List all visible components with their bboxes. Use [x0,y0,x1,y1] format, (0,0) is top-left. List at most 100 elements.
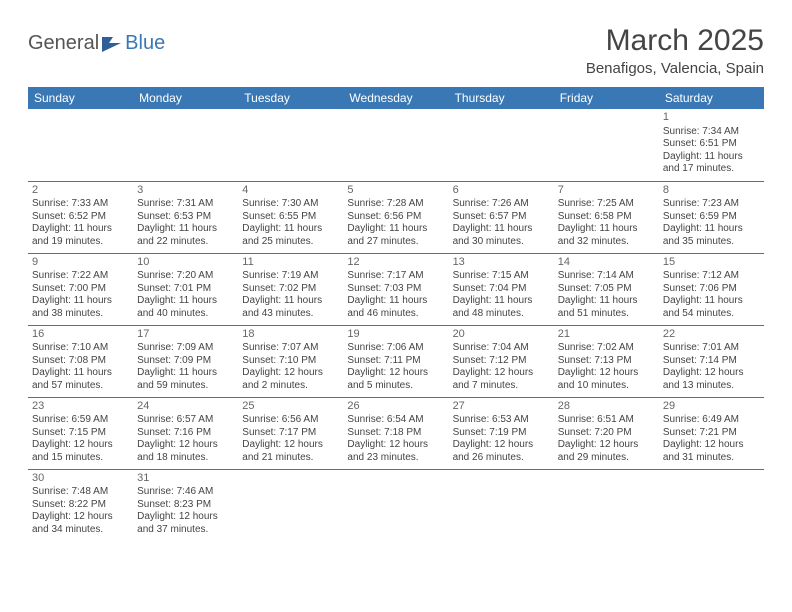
empty-cell [554,469,659,541]
day-cell: 27Sunrise: 6:53 AMSunset: 7:19 PMDayligh… [449,397,554,469]
logo-text-general: General [28,32,99,55]
day-number: 8 [663,184,760,198]
day-cell: 2Sunrise: 7:33 AMSunset: 6:52 PMDaylight… [28,181,133,253]
weekday-header: Tuesday [238,87,343,109]
daylight-text: and 18 minutes. [137,452,234,465]
sunrise-text: Sunrise: 7:20 AM [137,270,234,283]
daylight-text: Daylight: 11 hours [32,295,129,308]
day-number: 31 [137,472,234,486]
sunrise-text: Sunrise: 6:49 AM [663,414,760,427]
weekday-header: Monday [133,87,238,109]
day-cell: 18Sunrise: 7:07 AMSunset: 7:10 PMDayligh… [238,325,343,397]
daylight-text: and 54 minutes. [663,308,760,321]
calendar-row: 9Sunrise: 7:22 AMSunset: 7:00 PMDaylight… [28,253,764,325]
daylight-text: and 31 minutes. [663,452,760,465]
sunset-text: Sunset: 6:55 PM [242,211,339,224]
day-number: 6 [453,184,550,198]
title-block: March 2025 Benafigos, Valencia, Spain [586,24,764,77]
sunset-text: Sunset: 7:21 PM [663,427,760,440]
sunset-text: Sunset: 7:05 PM [558,283,655,296]
day-cell: 19Sunrise: 7:06 AMSunset: 7:11 PMDayligh… [343,325,448,397]
sunrise-text: Sunrise: 7:12 AM [663,270,760,283]
daylight-text: Daylight: 11 hours [558,295,655,308]
sunset-text: Sunset: 7:02 PM [242,283,339,296]
sunset-text: Sunset: 7:09 PM [137,355,234,368]
day-number: 29 [663,400,760,414]
sunset-text: Sunset: 7:11 PM [347,355,444,368]
sunrise-text: Sunrise: 6:54 AM [347,414,444,427]
daylight-text: Daylight: 11 hours [453,295,550,308]
day-number: 22 [663,328,760,342]
sunrise-text: Sunrise: 6:51 AM [558,414,655,427]
day-cell: 26Sunrise: 6:54 AMSunset: 7:18 PMDayligh… [343,397,448,469]
sunset-text: Sunset: 7:10 PM [242,355,339,368]
sunset-text: Sunset: 7:13 PM [558,355,655,368]
sunrise-text: Sunrise: 7:31 AM [137,198,234,211]
day-cell: 15Sunrise: 7:12 AMSunset: 7:06 PMDayligh… [659,253,764,325]
daylight-text: Daylight: 12 hours [242,439,339,452]
day-cell: 1Sunrise: 7:34 AMSunset: 6:51 PMDaylight… [659,109,764,181]
day-cell: 6Sunrise: 7:26 AMSunset: 6:57 PMDaylight… [449,181,554,253]
daylight-text: and 5 minutes. [347,380,444,393]
sunset-text: Sunset: 6:58 PM [558,211,655,224]
sunrise-text: Sunrise: 7:09 AM [137,342,234,355]
daylight-text: and 51 minutes. [558,308,655,321]
daylight-text: and 19 minutes. [32,236,129,249]
sunrise-text: Sunrise: 7:06 AM [347,342,444,355]
daylight-text: and 17 minutes. [663,163,760,176]
sunset-text: Sunset: 7:16 PM [137,427,234,440]
daylight-text: and 22 minutes. [137,236,234,249]
day-number: 10 [137,256,234,270]
sunset-text: Sunset: 7:15 PM [32,427,129,440]
day-cell: 20Sunrise: 7:04 AMSunset: 7:12 PMDayligh… [449,325,554,397]
empty-cell [554,109,659,181]
daylight-text: Daylight: 11 hours [137,295,234,308]
sunrise-text: Sunrise: 7:15 AM [453,270,550,283]
sunset-text: Sunset: 6:56 PM [347,211,444,224]
daylight-text: Daylight: 12 hours [453,439,550,452]
sunrise-text: Sunrise: 7:17 AM [347,270,444,283]
sunrise-text: Sunrise: 6:59 AM [32,414,129,427]
month-title: March 2025 [586,24,764,58]
daylight-text: Daylight: 11 hours [558,223,655,236]
daylight-text: and 46 minutes. [347,308,444,321]
calendar-row: 1Sunrise: 7:34 AMSunset: 6:51 PMDaylight… [28,109,764,181]
day-number: 30 [32,472,129,486]
day-cell: 24Sunrise: 6:57 AMSunset: 7:16 PMDayligh… [133,397,238,469]
day-number: 27 [453,400,550,414]
empty-cell [238,469,343,541]
calendar-row: 2Sunrise: 7:33 AMSunset: 6:52 PMDaylight… [28,181,764,253]
day-cell: 23Sunrise: 6:59 AMSunset: 7:15 PMDayligh… [28,397,133,469]
sunrise-text: Sunrise: 7:34 AM [663,126,760,139]
day-number: 18 [242,328,339,342]
daylight-text: and 21 minutes. [242,452,339,465]
logo-text-blue: Blue [125,32,165,55]
sunrise-text: Sunrise: 7:04 AM [453,342,550,355]
day-number: 19 [347,328,444,342]
sunset-text: Sunset: 7:04 PM [453,283,550,296]
day-number: 2 [32,184,129,198]
day-number: 20 [453,328,550,342]
day-number: 4 [242,184,339,198]
day-number: 16 [32,328,129,342]
day-cell: 4Sunrise: 7:30 AMSunset: 6:55 PMDaylight… [238,181,343,253]
sunset-text: Sunset: 6:52 PM [32,211,129,224]
weekday-header: Wednesday [343,87,448,109]
daylight-text: Daylight: 11 hours [32,223,129,236]
day-cell: 11Sunrise: 7:19 AMSunset: 7:02 PMDayligh… [238,253,343,325]
daylight-text: and 15 minutes. [32,452,129,465]
daylight-text: Daylight: 12 hours [32,439,129,452]
sunset-text: Sunset: 7:14 PM [663,355,760,368]
daylight-text: Daylight: 12 hours [558,367,655,380]
sunrise-text: Sunrise: 7:46 AM [137,486,234,499]
day-number: 15 [663,256,760,270]
empty-cell [28,109,133,181]
day-number: 1 [663,111,760,125]
day-cell: 7Sunrise: 7:25 AMSunset: 6:58 PMDaylight… [554,181,659,253]
daylight-text: and 2 minutes. [242,380,339,393]
weekday-row: SundayMondayTuesdayWednesdayThursdayFrid… [28,87,764,109]
logo: General Blue [28,24,165,55]
daylight-text: Daylight: 12 hours [242,367,339,380]
day-cell: 8Sunrise: 7:23 AMSunset: 6:59 PMDaylight… [659,181,764,253]
day-number: 13 [453,256,550,270]
